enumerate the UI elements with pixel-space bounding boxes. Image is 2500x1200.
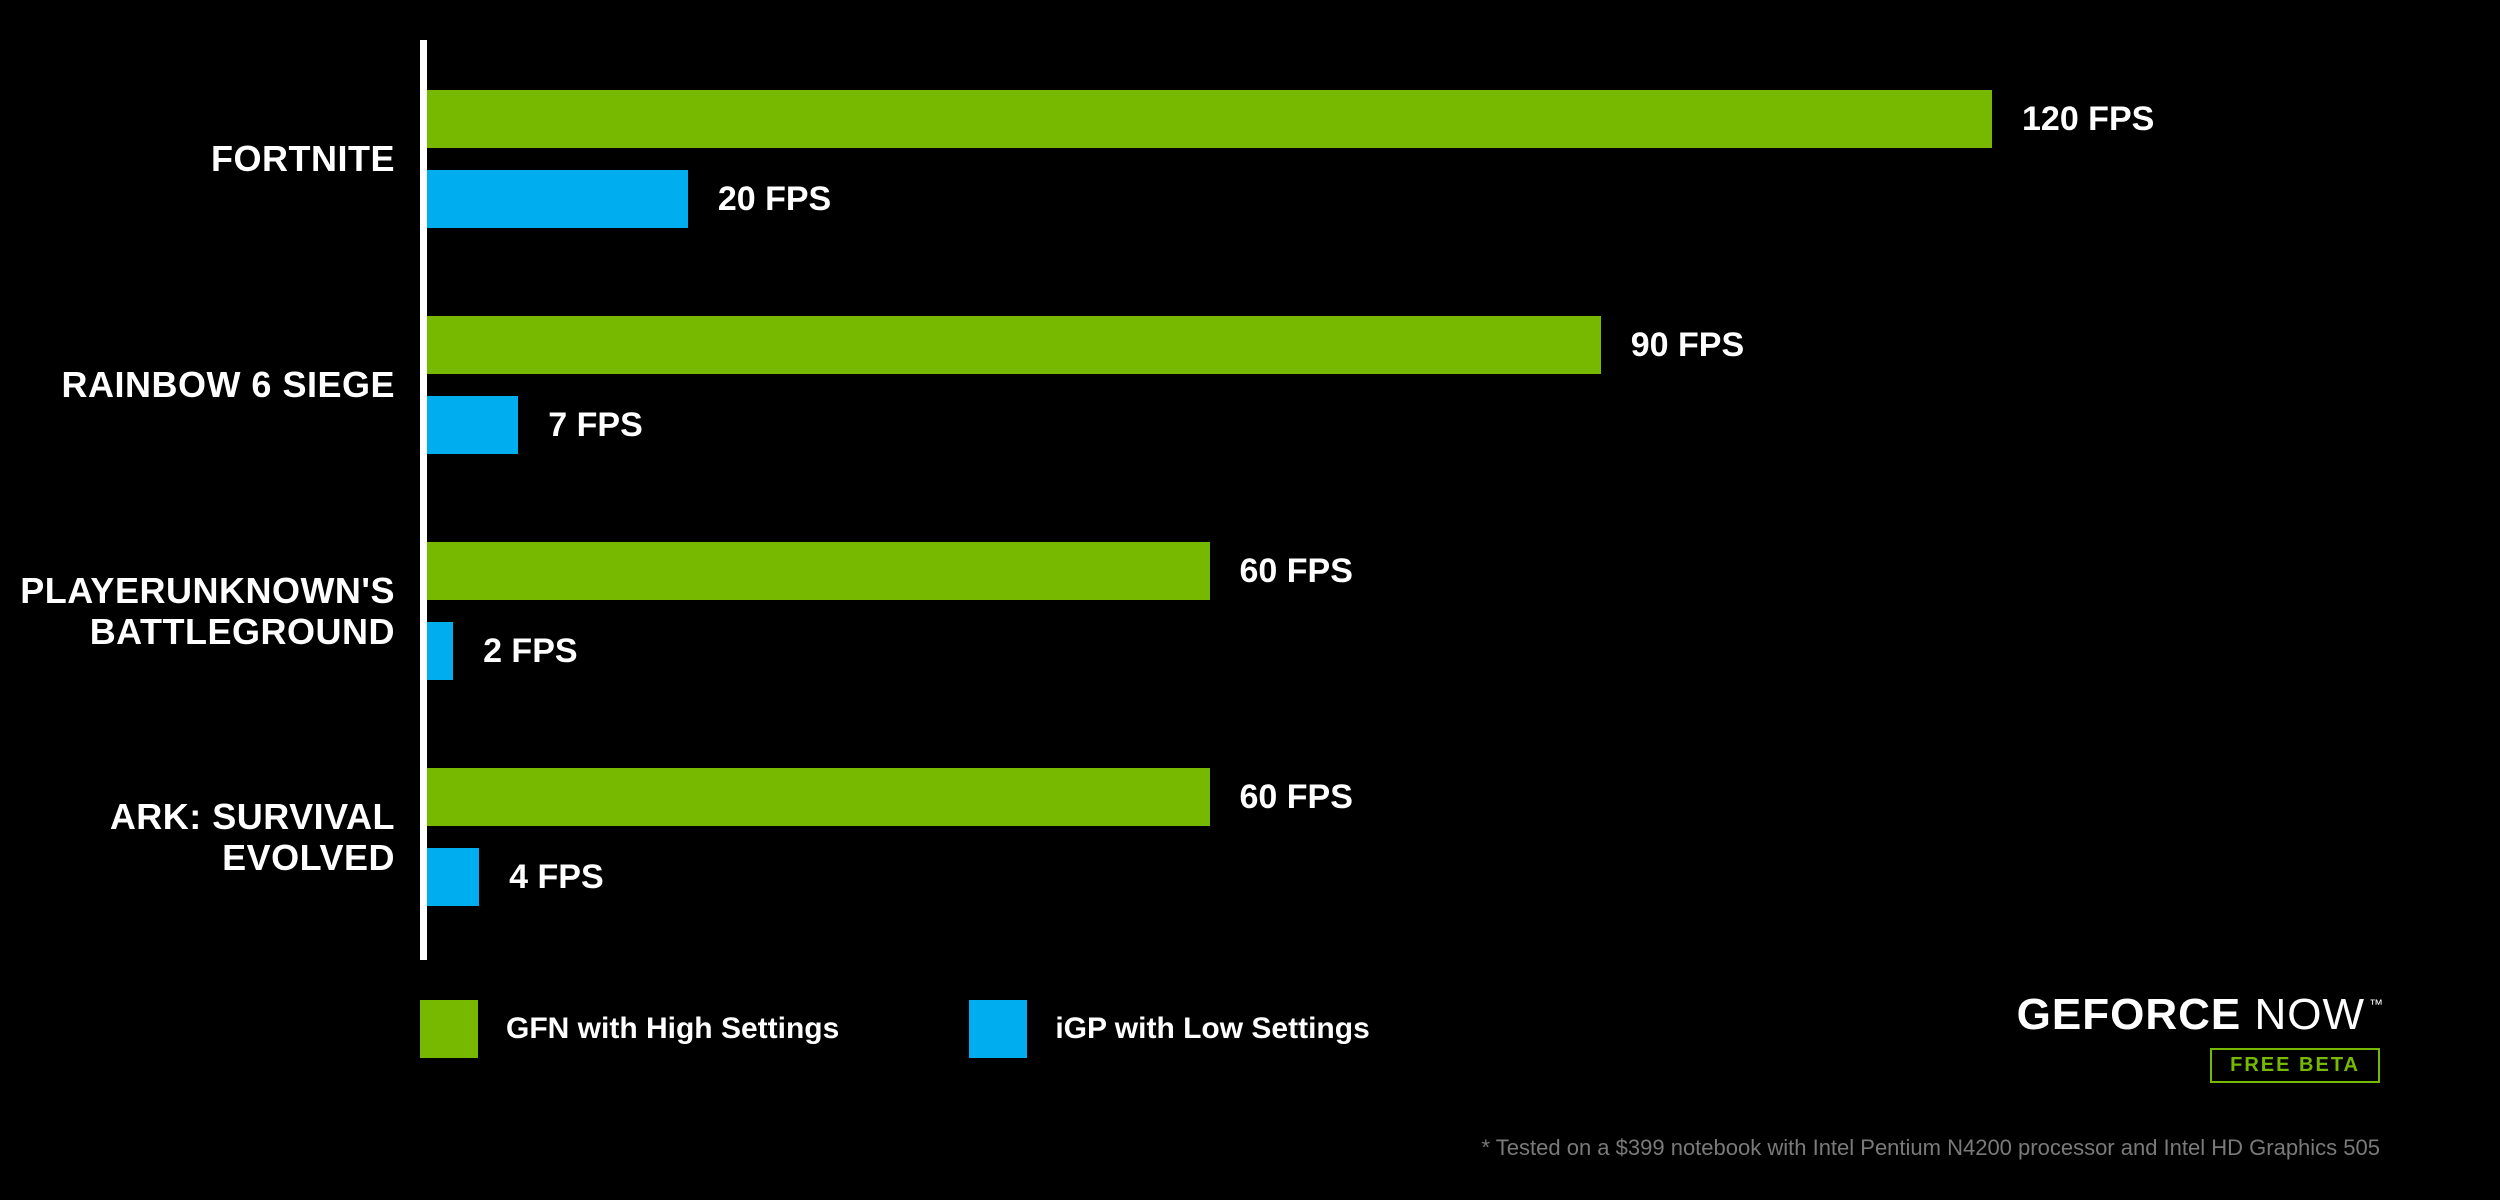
brand-badge: FREE BETA [2210, 1048, 2380, 1083]
game-label: RAINBOW 6 SIEGE [0, 364, 395, 405]
legend-label: iGP with Low Settings [1055, 1012, 1369, 1046]
footnote: * Tested on a $399 notebook with Intel P… [1482, 1135, 2380, 1161]
chart-row: RAINBOW 6 SIEGE 90 FPS 7 FPS [0, 316, 2500, 454]
legend-label: GFN with High Settings [506, 1012, 839, 1046]
legend: GFN with High Settings iGP with Low Setti… [420, 1000, 1370, 1058]
chart-row: PLAYERUNKNOWN'S BATTLEGROUND 60 FPS 2 FPS [0, 542, 2500, 680]
bar [427, 542, 1210, 600]
legend-swatch [420, 1000, 478, 1058]
bar [427, 170, 688, 228]
bar [427, 622, 453, 680]
brand-title: GEFORCE NOW™ [2017, 990, 2380, 1040]
bar-value-label: 20 FPS [718, 180, 831, 219]
game-label: PLAYERUNKNOWN'S BATTLEGROUND [0, 570, 395, 653]
fps-bar-chart: FORTNITE 120 FPS 20 FPS RAINBOW 6 SIEGE 90 F… [0, 40, 2500, 970]
bar [427, 768, 1210, 826]
bar [427, 316, 1601, 374]
chart-row: ARK: SURVIVAL EVOLVED 60 FPS 4 FPS [0, 768, 2500, 906]
bar [427, 396, 518, 454]
bar-value-label: 60 FPS [1240, 552, 1353, 591]
bar-value-label: 90 FPS [1631, 326, 1744, 365]
bar-value-label: 2 FPS [483, 632, 577, 671]
legend-item: GFN with High Settings [420, 1000, 839, 1058]
bar-value-label: 7 FPS [548, 406, 642, 445]
bar [427, 848, 479, 906]
chart-row: FORTNITE 120 FPS 20 FPS [0, 90, 2500, 228]
bar-value-label: 120 FPS [2022, 100, 2154, 139]
legend-swatch [969, 1000, 1027, 1058]
bar-value-label: 4 FPS [509, 858, 603, 897]
game-label: ARK: SURVIVAL EVOLVED [0, 796, 395, 879]
bar-value-label: 60 FPS [1240, 778, 1353, 817]
legend-item: iGP with Low Settings [969, 1000, 1369, 1058]
bar [427, 90, 1992, 148]
brand-block: GEFORCE NOW™ FREE BETA [2017, 990, 2380, 1083]
game-label: FORTNITE [0, 138, 395, 179]
